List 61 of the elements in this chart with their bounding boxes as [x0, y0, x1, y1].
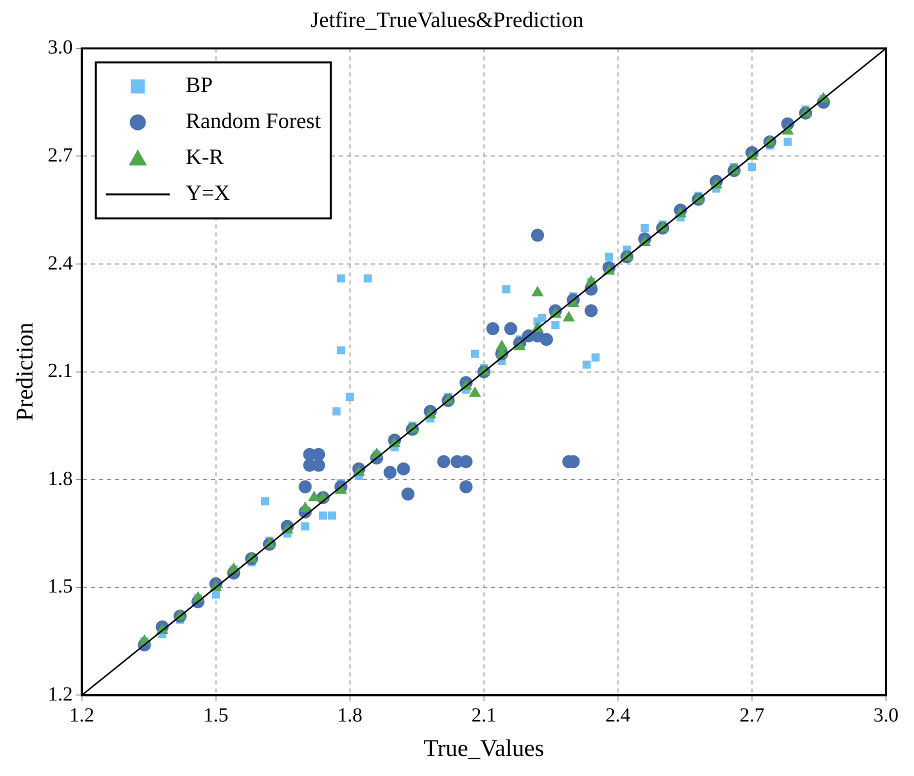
legend-label: Random Forest [186, 108, 321, 134]
y-tick-label: 2.1 [48, 360, 73, 382]
point [260, 497, 270, 506]
y-tick-label: 2.4 [48, 252, 73, 274]
point [532, 286, 544, 296]
point [563, 311, 574, 322]
x-tick-label: 1.8 [337, 704, 362, 726]
x-tick-label: 2.1 [471, 704, 496, 726]
chart-title: Jetfire_TrueValues&Prediction [310, 6, 584, 32]
point [604, 252, 614, 261]
y-tick-label: 3.0 [48, 36, 73, 59]
point [328, 512, 336, 520]
point [401, 487, 414, 500]
y-tick-label: 1.8 [48, 468, 73, 490]
x-axis-title: True_Values [424, 736, 544, 762]
point [582, 360, 591, 369]
point [308, 491, 320, 502]
point [504, 322, 518, 336]
point [312, 448, 326, 461]
point [592, 353, 600, 362]
x-tick-label: 2.4 [605, 704, 630, 726]
point [486, 322, 500, 336]
y-tick-label: 1.5 [48, 576, 73, 598]
x-tick-label: 3.0 [874, 704, 898, 726]
y-tick-label: 2.7 [48, 144, 73, 166]
x-tick-label: 1.2 [69, 704, 94, 726]
point [502, 285, 510, 294]
point [538, 314, 546, 322]
legend-label: Y=X [186, 180, 230, 206]
point [640, 224, 649, 232]
point [319, 512, 328, 520]
x-tick-label: 2.7 [739, 704, 764, 726]
point [784, 138, 792, 146]
point [301, 522, 310, 530]
point [460, 455, 473, 468]
point [540, 332, 553, 346]
x-tick-label: 1.5 [203, 704, 228, 726]
point [336, 274, 345, 282]
point [212, 590, 220, 599]
point [469, 386, 481, 397]
point [496, 340, 508, 350]
point [298, 480, 312, 494]
y-tick-label: 1.2 [48, 683, 73, 706]
y-axis-title: Prediction [12, 322, 39, 422]
point [364, 274, 372, 282]
point [336, 346, 345, 354]
point [332, 407, 340, 416]
point [584, 304, 598, 318]
point [460, 480, 473, 494]
point [299, 502, 311, 512]
point [346, 392, 354, 401]
point [384, 466, 397, 479]
point [551, 321, 560, 330]
point [531, 228, 544, 242]
point [437, 455, 450, 468]
point [312, 458, 326, 472]
point [396, 462, 410, 476]
legend-label: BP [186, 72, 213, 98]
point [748, 162, 756, 172]
legend-label: K-R [186, 144, 224, 170]
point [470, 350, 479, 358]
